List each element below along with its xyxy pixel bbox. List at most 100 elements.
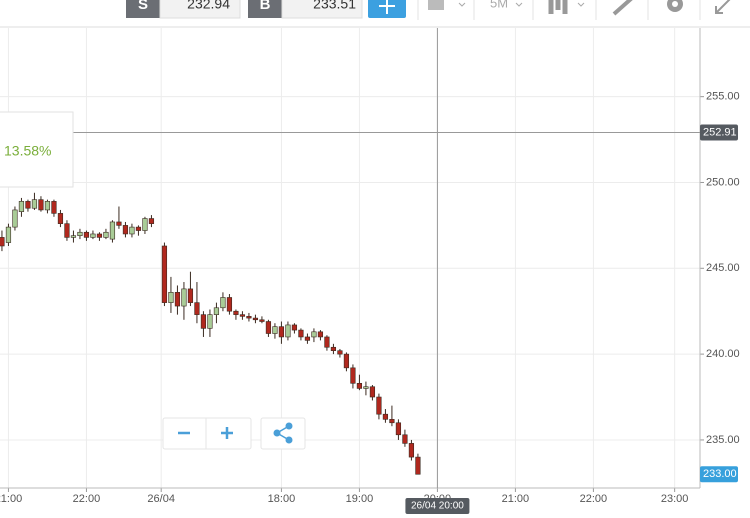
last-price-badge [700, 466, 738, 483]
candle-body [285, 324, 291, 338]
sell-box[interactable] [159, 0, 241, 19]
zoom-in[interactable] [221, 427, 233, 439]
chart-type-icon[interactable] [428, 0, 444, 10]
candles-icon[interactable] [548, 0, 568, 14]
candle-body [57, 213, 64, 224]
candle-body [168, 292, 174, 303]
candle-body [44, 201, 51, 211]
candle-body [70, 235, 77, 238]
x-tick-label: 21:00 [502, 493, 530, 505]
candle-body [25, 201, 31, 209]
sell-price: 232.94 [187, 0, 230, 12]
candle-body [246, 316, 252, 319]
candle-body [363, 386, 369, 389]
candle-body [278, 326, 285, 338]
expand-icon[interactable] [715, 0, 731, 14]
buy-price: 233.51 [313, 0, 356, 12]
candle-body [109, 221, 116, 240]
candle-body [96, 233, 103, 238]
zoom-controls [162, 417, 252, 450]
tooltip-change: 13.58% [4, 143, 51, 159]
dropdown-arrow [577, 2, 585, 7]
candle-body [0, 237, 5, 247]
candle-body [252, 317, 259, 321]
candle-body [376, 396, 382, 415]
x-tick-label: 18:00 [268, 493, 296, 505]
overlay: 252.91 26/04 20:00 233.00 [405, 124, 738, 514]
share-button[interactable] [260, 417, 306, 450]
candle-body [298, 329, 304, 338]
candle-body [148, 218, 155, 224]
candle-body [174, 292, 181, 307]
candle-body [408, 443, 415, 458]
candle-body [103, 231, 109, 238]
buy-badge[interactable] [248, 0, 282, 18]
y-tick-label: 235.00 [706, 434, 740, 446]
candle-body [18, 201, 25, 212]
candle-body [395, 422, 402, 436]
candle-body [194, 302, 200, 315]
candle-body [265, 321, 272, 334]
candle-body [259, 319, 265, 322]
candle-body [343, 353, 350, 369]
candle-body [122, 225, 129, 235]
sell-badge[interactable] [126, 0, 160, 18]
candle-body [389, 419, 395, 424]
candle-body [38, 199, 44, 211]
candle-body [31, 199, 38, 209]
crosshair-x-badge [405, 498, 470, 514]
candle-body [5, 226, 12, 243]
candle-body [330, 346, 337, 351]
x-tick-label: 19:00 [346, 493, 374, 505]
candle-body [226, 297, 233, 312]
candle-body [337, 350, 343, 355]
candle-body [83, 231, 90, 238]
candle-body [239, 314, 246, 317]
candle-body [213, 307, 220, 315]
crosshair-y-badge [700, 124, 738, 141]
candle-body [324, 336, 330, 348]
dropdown-arrow [515, 2, 523, 7]
candle-body [129, 226, 135, 235]
last-price-label: 233.00 [703, 468, 737, 480]
interval-label[interactable]: 5M [490, 0, 508, 10]
dropdown-arrow [458, 2, 466, 7]
sell-label: S [138, 0, 148, 13]
candle-body [142, 218, 148, 231]
x-tick-label: 22:00 [73, 493, 101, 505]
y-tick-label: 245.00 [706, 262, 740, 274]
candle-body [207, 314, 213, 329]
y-tick-label: 240.00 [706, 348, 740, 360]
candle-body [200, 314, 207, 329]
candle-body [350, 367, 356, 384]
x-tick-label: 23:00 [661, 493, 689, 505]
candle-body [12, 209, 18, 228]
candle-body [291, 324, 298, 331]
candle-body [272, 326, 278, 334]
candle-body [51, 201, 57, 214]
x-tick-label: 21:00 [0, 493, 22, 505]
candle-body [382, 413, 389, 420]
candle-body [317, 331, 324, 338]
candle-body [356, 382, 363, 389]
candle-body [220, 297, 226, 309]
candle-body [415, 456, 421, 475]
candle-body [187, 288, 194, 303]
candle-body [135, 226, 142, 231]
buy-box[interactable] [281, 0, 363, 19]
share-icon-dot [273, 429, 281, 437]
candle-body [402, 434, 408, 444]
x-tick-label: 26/04 [147, 493, 175, 505]
crosshair-icon [379, 0, 395, 14]
candle-body [90, 233, 96, 238]
share-icon-dot [285, 422, 293, 430]
crosshair-x-label: 26/04 20:00 [411, 501, 464, 512]
buy-label: B [260, 0, 271, 13]
settings-icon-hole [672, 1, 678, 7]
draw-icon[interactable] [612, 0, 633, 16]
candle-body [181, 288, 187, 307]
x-tick-label: 22:00 [580, 493, 608, 505]
tooltip [0, 111, 74, 188]
